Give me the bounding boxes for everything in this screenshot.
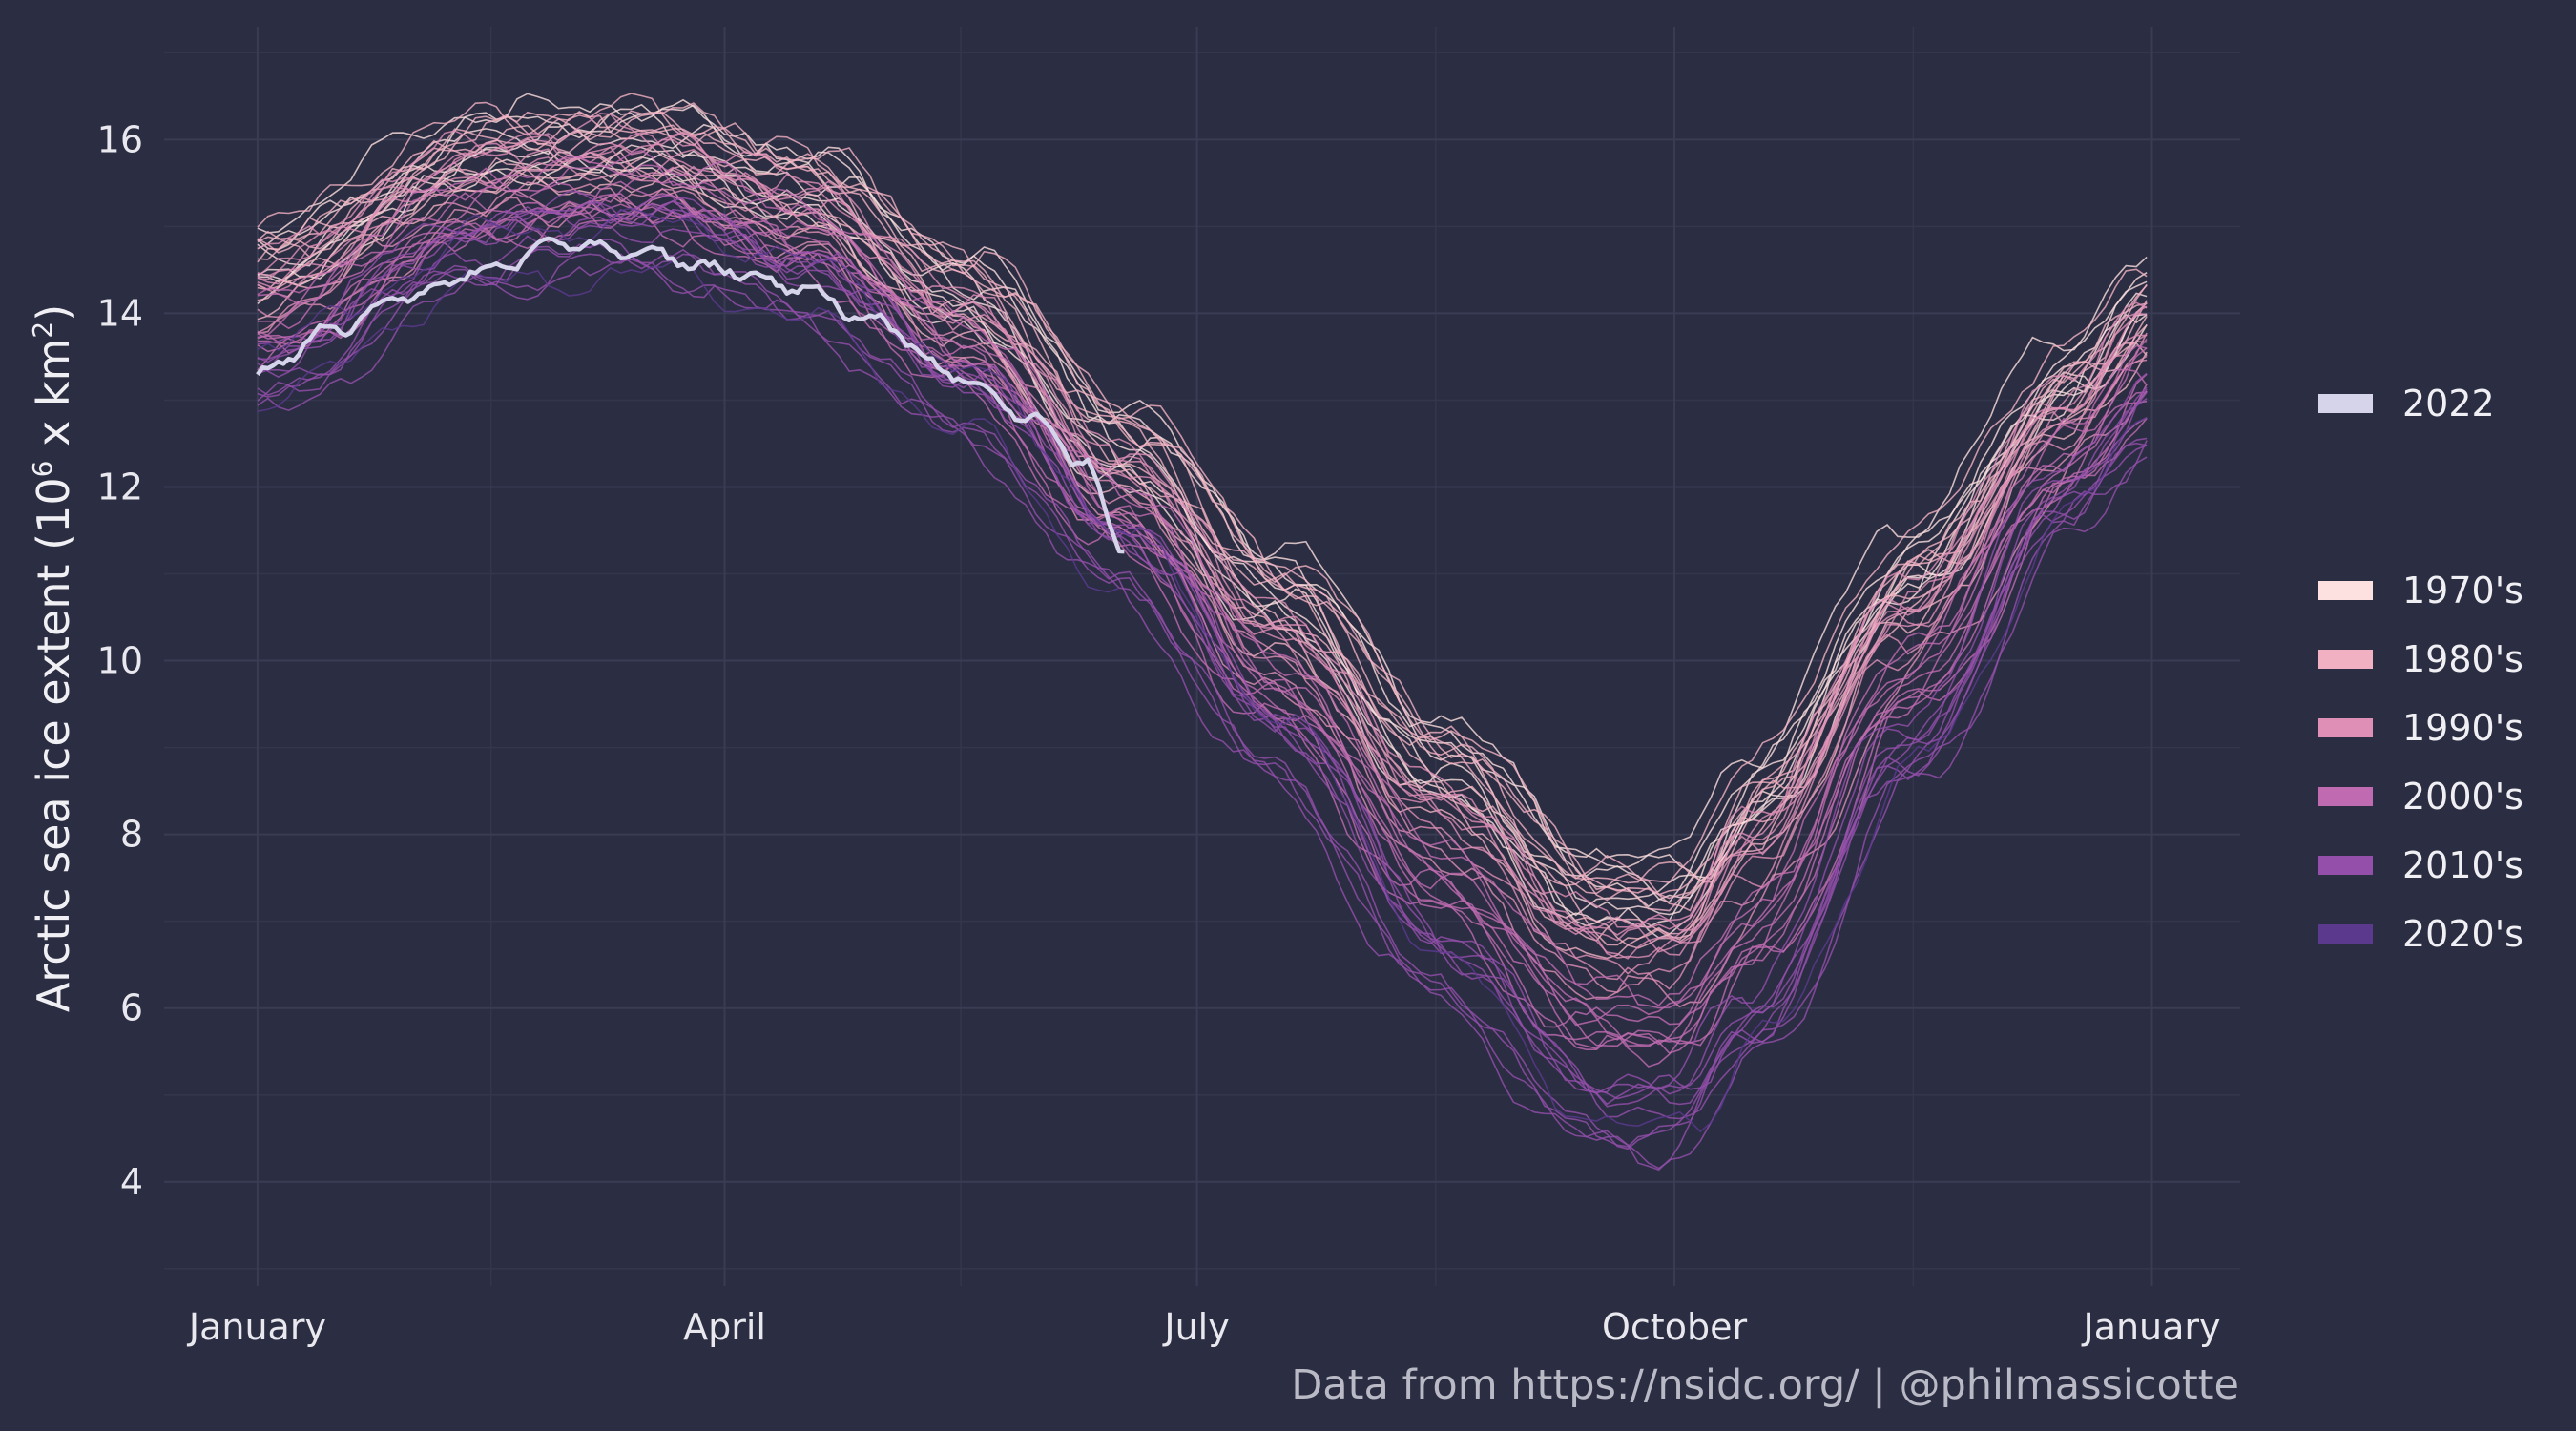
caption: Data from https://nsidc.org/ | @philmass… — [1291, 1361, 2239, 1409]
series-line-2010's — [257, 194, 2148, 1106]
x-tick-label: January — [2081, 1306, 2220, 1348]
series-line-2000's — [257, 174, 2148, 1027]
x-tick-label: July — [1162, 1306, 1229, 1348]
legend-label: 2010's — [2402, 844, 2524, 886]
series-line-1970's — [257, 152, 2148, 923]
series-line-1990's — [257, 146, 2148, 959]
legend-key — [2318, 650, 2373, 669]
series-line-2000's — [257, 194, 2148, 1047]
y-tick-label: 8 — [120, 814, 143, 856]
legend-label: 1980's — [2402, 638, 2524, 680]
series-line-1980's — [257, 151, 2148, 949]
series-line-1990's — [257, 132, 2148, 953]
legend-key-2022 — [2318, 394, 2373, 413]
legend-label: 1970's — [2402, 570, 2524, 612]
legend-label: 1990's — [2402, 707, 2524, 749]
y-axis-title: Arctic sea ice extent (106 x km2) — [27, 304, 79, 1012]
y-tick-labels: 4 6 8 10 12 14 16 — [97, 118, 143, 1202]
x-tick-labels: January April July October January — [187, 1306, 2221, 1348]
x-tick-label: October — [1602, 1306, 1747, 1348]
series-line-1980's — [257, 102, 2148, 884]
series-line-2000's — [257, 149, 2148, 1009]
y-tick-label: 10 — [97, 640, 143, 682]
x-tick-label: January — [187, 1306, 326, 1348]
series-line-2010's — [257, 243, 2148, 1148]
y-tick-label: 6 — [120, 987, 143, 1029]
series-line-1980's — [257, 93, 2148, 883]
highlight-layer — [256, 236, 1125, 554]
y-tick-label: 16 — [97, 118, 143, 160]
legend-decades: 1970's 1980's 1990's 2000's 2010's 2020's — [2318, 570, 2524, 955]
legend: 2022 1970's 1980's 1990's 2000's 2010's 2020'… — [2318, 383, 2524, 955]
series-line-2000's — [257, 180, 2148, 1028]
series-line-2022 — [256, 236, 1125, 554]
series-line-2010's — [257, 199, 2148, 1106]
y-tick-label: 4 — [120, 1161, 143, 1203]
legend-key — [2318, 856, 2373, 875]
series-line-1990's — [257, 181, 2148, 994]
series-line-2010's — [257, 259, 2148, 1172]
legend-key — [2318, 924, 2373, 944]
series-line-1980's — [257, 111, 2148, 902]
series-line-2020's — [257, 260, 1120, 593]
series-line-2010's — [257, 253, 2148, 1170]
legend-key — [2318, 581, 2373, 600]
legend-label: 2020's — [2402, 913, 2524, 955]
legend-key — [2318, 718, 2373, 737]
legend-key — [2318, 787, 2373, 806]
series-line-1990's — [257, 156, 2148, 975]
series-line-2000's — [257, 156, 2148, 1006]
y-tick-label: 14 — [97, 292, 143, 334]
x-tick-label: April — [683, 1306, 766, 1348]
series-line-2000's — [257, 193, 2148, 1047]
series-line-2000's — [257, 200, 2148, 1047]
series-line-2010's — [257, 197, 2148, 1100]
y-tick-label: 12 — [97, 466, 143, 508]
series-line-2000's — [257, 200, 2148, 1050]
series-line-1990's — [257, 132, 2148, 936]
series-line-1990's — [257, 113, 2148, 930]
legend-label: 2000's — [2402, 776, 2524, 818]
series-line-2010's — [257, 190, 2148, 1094]
series-layer — [257, 93, 2148, 1172]
series-line-2010's — [257, 221, 2148, 1120]
series-line-1980's — [257, 111, 2148, 900]
legend-label-2022: 2022 — [2402, 383, 2495, 425]
series-line-1970's — [257, 93, 2148, 868]
series-line-2020's — [257, 207, 2148, 1133]
series-line-1980's — [257, 146, 2148, 942]
